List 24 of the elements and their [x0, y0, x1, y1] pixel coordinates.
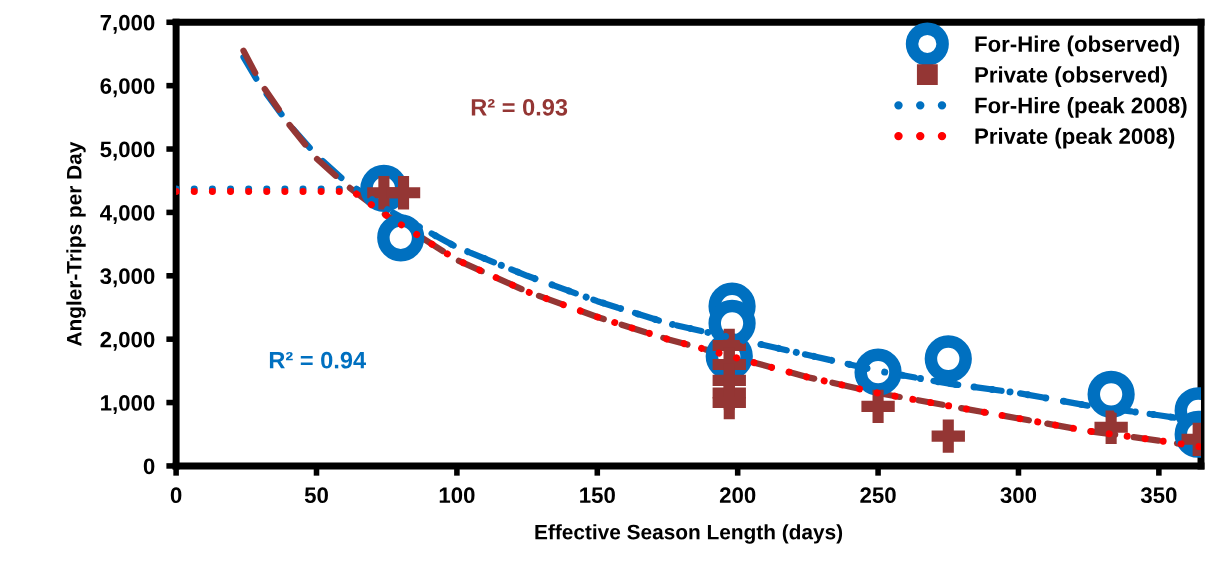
- y-tick-label: 6,000: [100, 78, 155, 98]
- x-tick-label: 0: [170, 487, 182, 504]
- x-tick-label: 150: [580, 487, 615, 504]
- y-tick-label: 0: [143, 458, 155, 475]
- y-tick-label: 3,000: [100, 268, 155, 288]
- y-tick-label: 5,000: [100, 141, 155, 161]
- x-tick-label: 50: [304, 487, 328, 504]
- y-tick-label: 4,000: [100, 204, 155, 224]
- y-axis-title: Angler-Trips per Day: [66, 141, 86, 347]
- x-tick-label: 250: [860, 487, 896, 504]
- legend-label: For-Hire (observed): [975, 35, 1180, 57]
- y-tick-label: 7,000: [100, 14, 155, 34]
- x-tick-label: 100: [439, 487, 475, 504]
- x-tick-label: 350: [1140, 487, 1177, 504]
- legend-label: Private (observed): [975, 66, 1167, 88]
- legend-label: For-Hire (peak 2008): [975, 97, 1187, 118]
- legend-label: Private (peak 2008): [975, 127, 1175, 149]
- x-tick-label: 200: [719, 487, 756, 504]
- annotation: R² = 0.94: [269, 351, 366, 369]
- y-tick-label: 2,000: [100, 331, 155, 351]
- y-tick-label: 1,000: [101, 395, 155, 415]
- annotation: R² = 0.93: [471, 98, 568, 116]
- x-axis-title: Effective Season Length (days): [535, 524, 843, 544]
- x-tick-label: 300: [1000, 487, 1037, 504]
